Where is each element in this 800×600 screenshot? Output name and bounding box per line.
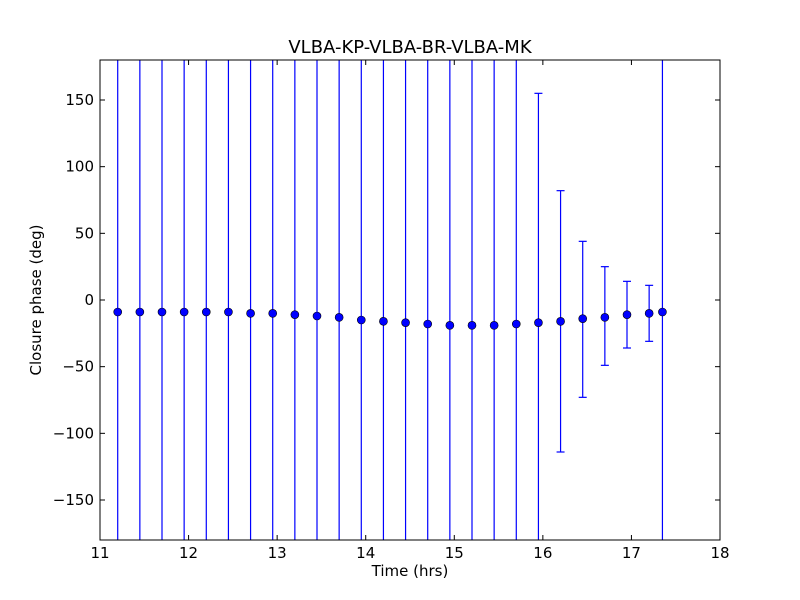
x-tick-label: 15 bbox=[445, 544, 464, 562]
data-point bbox=[489, 321, 499, 330]
data-point bbox=[334, 313, 344, 322]
data-point bbox=[356, 315, 366, 325]
data-point bbox=[556, 317, 565, 326]
data-point bbox=[179, 307, 189, 317]
data-point bbox=[113, 307, 123, 317]
data-point bbox=[467, 321, 477, 330]
x-axis-label: Time (hrs) bbox=[371, 562, 449, 580]
x-tick-label: 17 bbox=[622, 544, 641, 562]
data-point bbox=[445, 321, 455, 330]
x-tick-label: 11 bbox=[90, 544, 109, 562]
y-tick-label: −150 bbox=[53, 491, 94, 509]
y-tick-label: 150 bbox=[65, 91, 94, 109]
x-tick-label: 18 bbox=[710, 544, 729, 562]
data-point bbox=[157, 307, 167, 317]
data-point bbox=[658, 307, 667, 317]
y-tick-label: −50 bbox=[62, 358, 94, 376]
data-point bbox=[511, 319, 521, 329]
y-axis: −150 −100 −50 0 50 100 150 bbox=[53, 91, 720, 509]
x-axis: 11 12 13 14 15 16 17 18 bbox=[90, 60, 730, 562]
x-tick-label: 14 bbox=[356, 544, 375, 562]
data-point bbox=[534, 318, 543, 327]
data-point bbox=[622, 310, 632, 319]
y-axis-label: Closure phase (deg) bbox=[27, 225, 45, 376]
x-tick-label: 12 bbox=[179, 544, 198, 562]
data-point bbox=[312, 311, 322, 321]
data-point bbox=[644, 309, 654, 318]
data-point bbox=[224, 307, 233, 317]
data-point bbox=[201, 307, 211, 317]
data-point bbox=[290, 310, 300, 319]
data-point bbox=[379, 317, 388, 326]
data-point bbox=[600, 313, 610, 322]
data-point bbox=[246, 309, 255, 318]
data-point bbox=[135, 307, 145, 317]
x-tick-label: 16 bbox=[533, 544, 552, 562]
y-tick-label: 0 bbox=[84, 291, 94, 309]
data-point bbox=[423, 319, 433, 329]
y-tick-label: −100 bbox=[53, 424, 94, 442]
x-tick-label: 13 bbox=[268, 544, 287, 562]
data-point bbox=[401, 318, 410, 327]
chart-title: VLBA-KP-VLBA-BR-VLBA-MK bbox=[288, 37, 532, 58]
data-point bbox=[578, 314, 588, 323]
y-tick-label: 100 bbox=[65, 158, 94, 176]
data-point bbox=[268, 309, 278, 318]
y-tick-label: 50 bbox=[75, 224, 94, 242]
points-layer bbox=[113, 307, 667, 330]
